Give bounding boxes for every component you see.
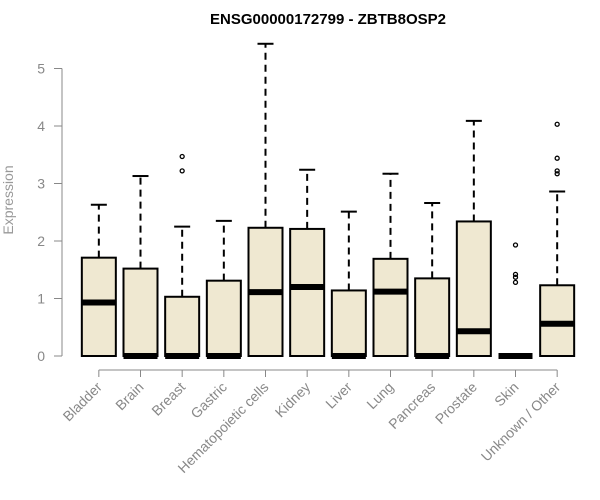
y-axis: 0 1 2 3 4 5 — [37, 61, 63, 364]
outlier-point — [554, 121, 560, 127]
y-tick-label: 0 — [37, 348, 45, 364]
box-unknown-other — [539, 121, 576, 357]
x-tick-label: Bladder — [60, 379, 106, 425]
box-iqr — [122, 267, 159, 358]
y-tick-label: 2 — [37, 233, 45, 249]
y-tick-label: 4 — [37, 118, 45, 134]
x-tick-label: Prostate — [432, 379, 480, 427]
box-iqr — [455, 220, 492, 357]
box-gastric — [205, 219, 242, 359]
box-group — [80, 42, 576, 359]
box-iqr — [289, 227, 326, 357]
box-hematopoietic-cells — [247, 42, 284, 357]
x-tick-label: Kidney — [272, 379, 314, 421]
outlier-point — [512, 279, 519, 286]
x-tick-label: Skin — [491, 379, 522, 410]
x-tick-label: Unknown / Other — [478, 379, 564, 465]
x-tick-label: Lung — [363, 379, 396, 412]
y-axis-label: Expression — [0, 165, 16, 234]
box-prostate — [455, 119, 492, 357]
box-skin — [498, 242, 533, 359]
box-pancreas — [414, 202, 451, 359]
outlier-point — [512, 271, 519, 278]
y-tick-label: 3 — [37, 176, 45, 192]
box-liver — [330, 210, 367, 359]
box-iqr — [372, 257, 409, 358]
box-bladder — [80, 203, 117, 357]
box-iqr — [330, 289, 367, 358]
box-iqr — [164, 295, 201, 357]
outlier-point — [554, 168, 560, 174]
outlier-point — [179, 168, 185, 174]
box-brain — [122, 175, 159, 359]
outlier-point — [554, 171, 560, 177]
y-tick-label: 5 — [37, 61, 45, 77]
box-iqr — [539, 284, 576, 357]
box-lung — [372, 172, 409, 358]
box-iqr — [205, 279, 242, 357]
box-iqr — [414, 277, 451, 357]
outlier-point — [512, 242, 519, 248]
chart-title: ENSG00000172799 - ZBTB8OSP2 — [210, 11, 446, 28]
outlier-point — [512, 274, 519, 280]
x-tick-label: Liver — [322, 379, 355, 412]
box-iqr — [80, 256, 117, 357]
y-tick-label: 1 — [37, 291, 45, 307]
x-tick-label: Brain — [112, 379, 146, 413]
outlier-point — [179, 153, 185, 160]
x-tick-label: Breast — [148, 379, 188, 419]
box-kidney — [289, 168, 326, 357]
box-breast — [164, 153, 201, 359]
outlier-point — [554, 155, 560, 161]
